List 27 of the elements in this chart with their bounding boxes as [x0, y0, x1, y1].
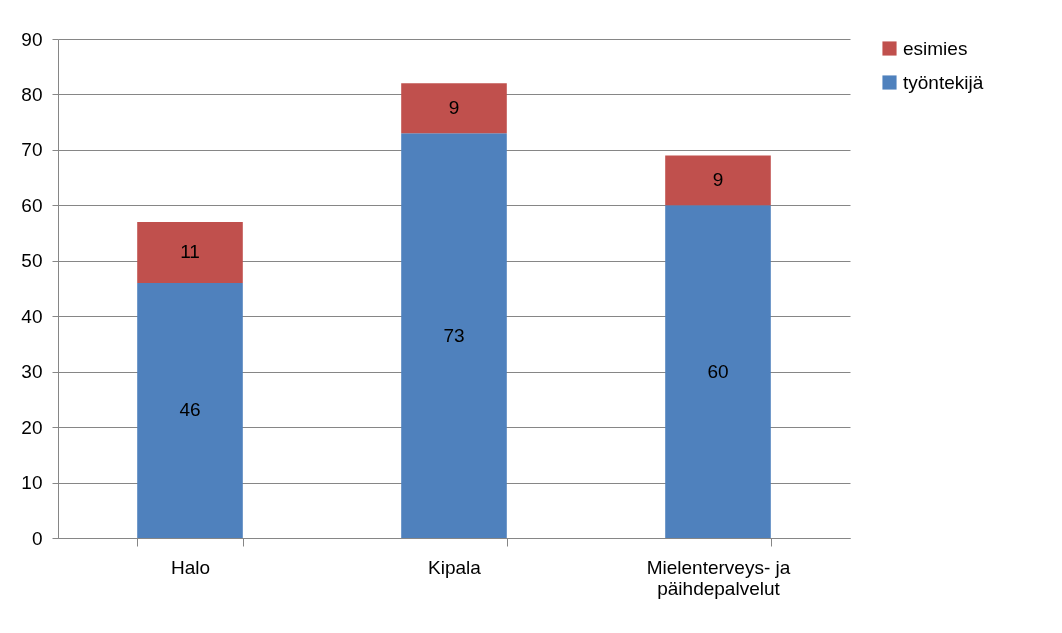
data-label: 11 [180, 241, 200, 263]
y-tick-label: 70 [21, 139, 43, 161]
legend-label: työntekijä [903, 71, 984, 93]
bar [401, 133, 507, 538]
y-tick-label: 60 [21, 194, 43, 216]
bar [137, 282, 243, 538]
data-label: 73 [443, 324, 465, 346]
y-tick-label: 40 [21, 305, 43, 327]
data-label: 46 [179, 399, 201, 421]
y-tick-label: 50 [21, 250, 43, 272]
bar [401, 83, 507, 134]
y-tick-label: 20 [21, 416, 43, 438]
legend-label: esimies [903, 37, 968, 59]
y-tick-label: 80 [21, 83, 43, 105]
bar [665, 205, 771, 538]
y-tick-label: 30 [21, 361, 43, 383]
x-tick-label: Mielenterveys- ja päihdepalvelut [646, 556, 791, 599]
y-tick-label: 10 [21, 472, 43, 494]
data-label: 60 [707, 360, 729, 382]
y-tick-label: 0 [31, 527, 43, 549]
y-tick-label: 90 [21, 28, 43, 50]
x-tick-label: Halo [170, 556, 211, 578]
data-label: 9 [712, 169, 724, 191]
data-label: 9 [448, 97, 460, 119]
x-tick-label: Kipala [428, 556, 482, 578]
bar [137, 221, 243, 283]
bar [665, 155, 771, 206]
